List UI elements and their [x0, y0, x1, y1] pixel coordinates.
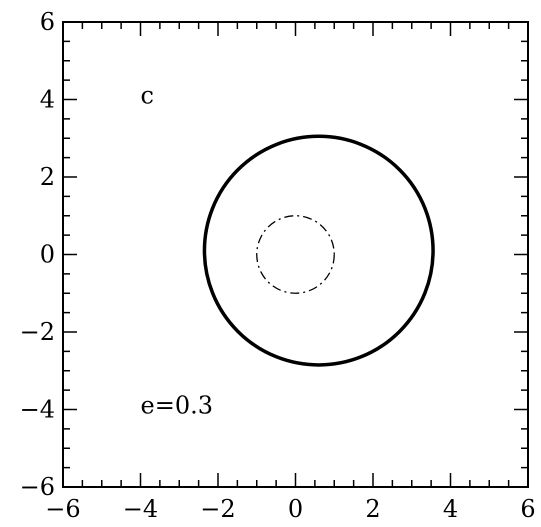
- y-tick-label: −4: [20, 396, 55, 424]
- y-tick-label: −6: [20, 473, 55, 501]
- y-tick-label: 4: [40, 86, 55, 114]
- x-tick-label: −6: [45, 495, 80, 523]
- x-tick-label: 4: [443, 495, 458, 523]
- y-tick-label: 0: [40, 241, 55, 269]
- panel-label: c: [141, 82, 154, 110]
- plot-frame: [62, 21, 529, 488]
- orbit-circle: [202, 134, 435, 367]
- x-tick-label: 0: [288, 495, 303, 523]
- ticks-layer: [62, 21, 529, 488]
- x-tick-label: −4: [123, 495, 158, 523]
- curves-layer: [202, 134, 435, 367]
- y-tick-label: −2: [20, 318, 55, 346]
- x-tick-label: −2: [200, 495, 235, 523]
- labels-layer: −6 −4 −2 0 2 4 6 −6 −4 −2 0 2 4 6 c e=0.3: [20, 8, 536, 523]
- x-tick-label: 6: [520, 495, 535, 523]
- x-tick-label: 2: [365, 495, 380, 523]
- eccentricity-label: e=0.3: [141, 392, 213, 420]
- reference-circle-dashdot: [256, 215, 335, 294]
- y-tick-label: 2: [40, 163, 55, 191]
- y-tick-label: 6: [40, 8, 55, 36]
